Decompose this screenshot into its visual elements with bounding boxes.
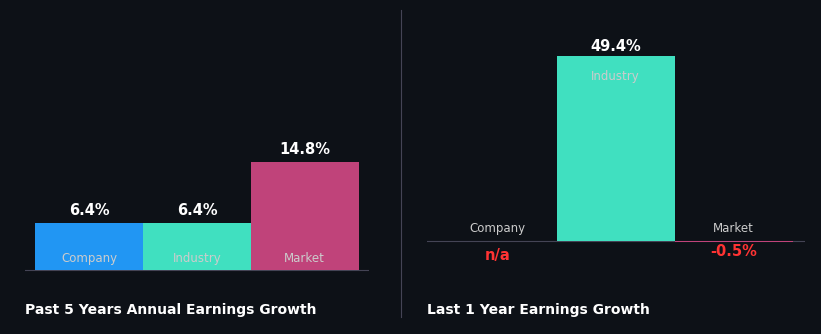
Text: n/a: n/a xyxy=(485,248,511,263)
Text: Company: Company xyxy=(470,222,525,235)
Bar xyxy=(35,223,143,270)
Text: 6.4%: 6.4% xyxy=(177,203,218,218)
Text: Market: Market xyxy=(713,222,754,235)
Text: -0.5%: -0.5% xyxy=(710,244,757,259)
Bar xyxy=(143,223,251,270)
Bar xyxy=(557,55,675,240)
Text: Company: Company xyxy=(62,252,117,265)
Bar xyxy=(675,240,793,242)
Text: Industry: Industry xyxy=(591,70,640,84)
Text: Last 1 Year Earnings Growth: Last 1 Year Earnings Growth xyxy=(427,303,649,317)
Text: Market: Market xyxy=(284,252,325,265)
Text: 6.4%: 6.4% xyxy=(69,203,109,218)
Text: Industry: Industry xyxy=(172,252,222,265)
Text: 49.4%: 49.4% xyxy=(590,39,641,54)
Text: 14.8%: 14.8% xyxy=(279,142,330,157)
Bar xyxy=(251,162,359,270)
Text: Past 5 Years Annual Earnings Growth: Past 5 Years Annual Earnings Growth xyxy=(25,303,316,317)
